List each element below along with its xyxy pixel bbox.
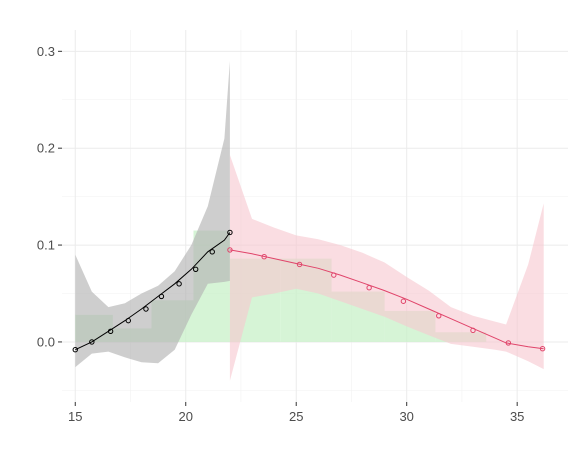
y-tick-label: 0.1 (37, 238, 55, 253)
data-point (192, 266, 199, 272)
x-tick-label: 20 (179, 409, 193, 424)
data-point (227, 229, 233, 236)
data-point (89, 339, 95, 345)
axis-layer: 15 20 25 30 35 0.0 0.1 0.2 0.3 (37, 44, 524, 424)
data-point (505, 340, 512, 346)
data-point (143, 306, 149, 312)
confidence-band (75, 61, 230, 368)
series-line-layer (75, 232, 544, 351)
data-point (176, 281, 182, 287)
data-point (331, 272, 337, 278)
x-tick-label: 15 (68, 409, 82, 424)
x-tick-label: 25 (289, 409, 303, 424)
data-point (125, 317, 131, 324)
x-tick-label: 30 (399, 409, 413, 424)
series-line (229, 249, 544, 350)
y-tick-label: 0.2 (37, 141, 55, 156)
marker-layer (72, 229, 546, 353)
confidence-band (229, 155, 544, 381)
data-point (400, 298, 407, 304)
y-tick-label: 0.0 (37, 334, 55, 349)
data-point (470, 327, 476, 334)
data-point (107, 328, 114, 334)
data-point (436, 313, 442, 319)
data-point (72, 346, 78, 353)
data-point (296, 261, 303, 268)
data-point (366, 284, 372, 291)
data-point (539, 346, 546, 352)
series-line (75, 232, 231, 351)
data-point (261, 253, 267, 260)
confidence-band-layer (75, 61, 544, 381)
data-point (227, 247, 233, 253)
y-tick-label: 0.3 (37, 44, 55, 59)
x-tick-label: 35 (510, 409, 524, 424)
data-point (158, 293, 165, 300)
data-point (209, 249, 215, 255)
